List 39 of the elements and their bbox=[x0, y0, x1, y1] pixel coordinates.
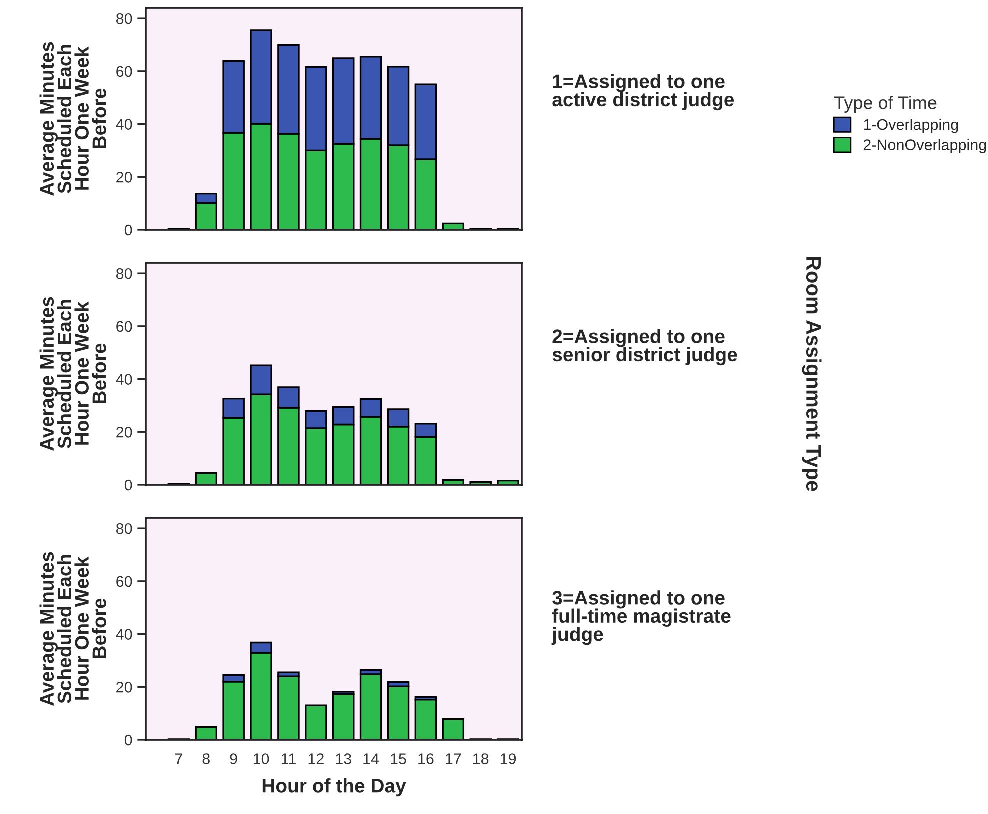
x-tick-label: 14 bbox=[364, 754, 380, 764]
y-axis-title: Average Minutes Scheduled Each Hour One Week Before bbox=[40, 552, 106, 706]
x-tick-label: 15 bbox=[391, 754, 406, 764]
x-tick-label: 9 bbox=[230, 754, 238, 764]
y-tick-label: 20 bbox=[116, 172, 132, 183]
y-axis-title: Average Minutes Scheduled Each Hour One Week Before bbox=[40, 42, 106, 196]
x-tick-label: 13 bbox=[336, 754, 352, 764]
y-tick-label: 40 bbox=[116, 629, 132, 640]
x-tick-label: 8 bbox=[202, 754, 210, 764]
y-tick-label: 80 bbox=[116, 523, 132, 534]
x-axis-title: Hour of the Day bbox=[262, 778, 406, 797]
y-tick-label: 80 bbox=[116, 268, 132, 280]
y-tick-label: 40 bbox=[116, 374, 132, 385]
y-tick-label: 0 bbox=[124, 734, 132, 746]
y-tick-label: 60 bbox=[116, 321, 132, 332]
x-tick-label: 18 bbox=[474, 754, 489, 764]
y2-axis-title: 2=Assigned to one senior district judge bbox=[552, 329, 738, 366]
y-tick-label: 40 bbox=[116, 119, 132, 130]
x-tick-label: 11 bbox=[282, 754, 296, 764]
legend-label: 2-NonOverlapping bbox=[864, 139, 986, 154]
x-tick-label: 10 bbox=[254, 754, 270, 764]
y-tick-label: 0 bbox=[124, 480, 132, 491]
legend-title: Type of Time bbox=[834, 96, 937, 113]
x-tick-label: 19 bbox=[500, 754, 516, 764]
y-axis-title: Average Minutes Scheduled Each Hour One Week Before bbox=[40, 297, 106, 451]
y-tick-label: 60 bbox=[116, 66, 132, 78]
x-tick-label: 7 bbox=[175, 754, 182, 764]
y-tick-label: 80 bbox=[116, 13, 132, 24]
x-tick-label: 17 bbox=[446, 754, 462, 764]
legend-label: 1-Overlapping bbox=[864, 118, 958, 134]
text: Room Assignment Type bbox=[802, 257, 822, 492]
x-tick-label: 16 bbox=[418, 754, 434, 764]
y2-axis-title: 1=Assigned to one active district judge bbox=[552, 74, 734, 111]
y2-axis-title: 3=Assigned to one full-time magistrate judge bbox=[552, 590, 731, 646]
y-tick-label: 60 bbox=[116, 576, 132, 588]
y-tick-label: 0 bbox=[124, 224, 132, 236]
x-tick-label: 12 bbox=[308, 754, 324, 764]
y-tick-label: 20 bbox=[116, 427, 132, 438]
y-tick-label: 20 bbox=[116, 682, 132, 693]
